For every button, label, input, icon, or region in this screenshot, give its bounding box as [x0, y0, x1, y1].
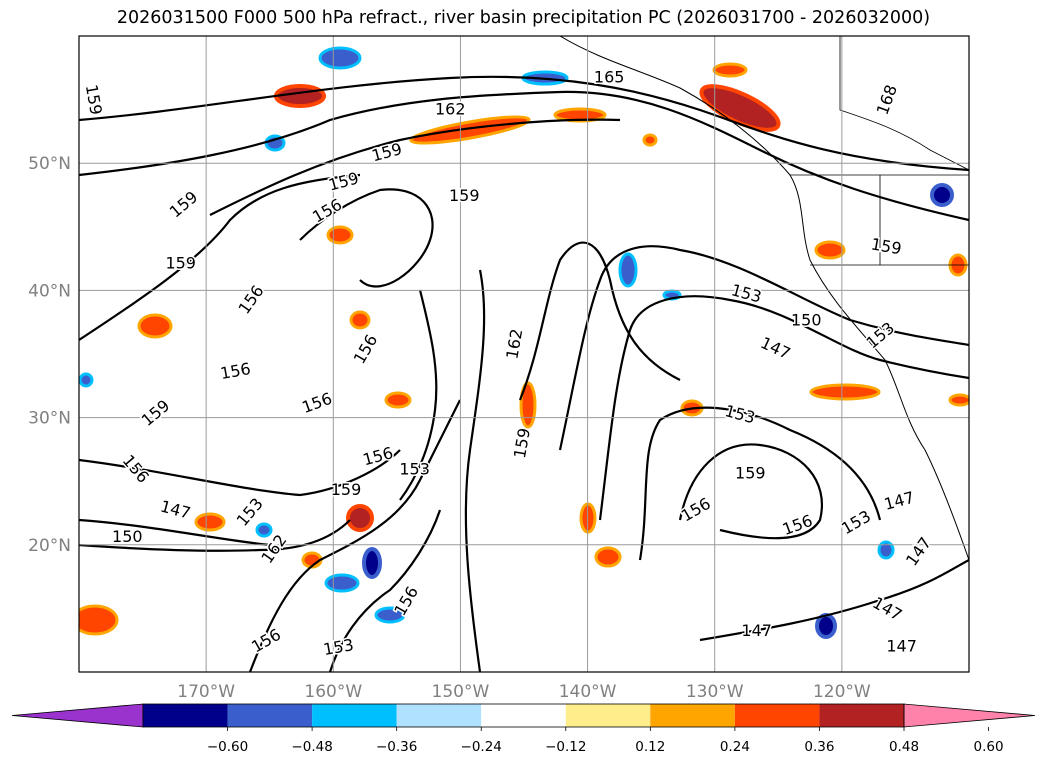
colorbar-tick-label: −0.24: [461, 739, 502, 755]
coastline: [559, 36, 969, 561]
colorbar-segment: [819, 704, 904, 727]
contour-label: 156: [248, 625, 284, 657]
contour-label: 156: [119, 451, 153, 487]
contour-label: 147: [741, 621, 772, 640]
colorbar-tick-label: 0.24: [720, 739, 750, 755]
colorbar-over-arrow: [903, 703, 1036, 728]
colorbar-tick-label: −0.48: [291, 739, 332, 755]
contour-label: 162: [435, 100, 466, 119]
contour-label: 159: [510, 426, 534, 459]
colorbar-segment: [481, 704, 566, 727]
contour-label: 159: [735, 463, 766, 482]
contour-label: 153: [322, 635, 355, 659]
precipitation-field: [79, 46, 969, 639]
colorbar-segment: [227, 704, 313, 727]
contour-label: 147: [882, 488, 916, 514]
contour-label: 162: [502, 327, 526, 360]
contour-label: 153: [729, 280, 763, 306]
contour-label: 168: [873, 82, 901, 117]
contour-label: 159: [326, 168, 360, 194]
colorbar-under-arrow: [11, 703, 144, 728]
colorbar-tick-label: −0.36: [376, 739, 417, 755]
contour-label: 156: [299, 389, 334, 417]
contour-label: 147: [886, 636, 917, 655]
contour-label: 156: [219, 359, 252, 383]
contour-label: 159: [138, 396, 174, 430]
lon-tick-label: 120°W: [813, 682, 871, 702]
contour-label: 159: [166, 187, 202, 221]
contour-label: 147: [758, 333, 794, 363]
colorbar-segment: [312, 704, 397, 727]
lon-tick-label: 150°W: [432, 682, 490, 702]
colorbar-tick-label: −0.60: [207, 739, 248, 755]
contour-label: 159: [370, 139, 404, 165]
contour-label: 153: [863, 318, 899, 352]
contour-label: 165: [594, 68, 625, 87]
contour-label: 156: [350, 331, 382, 367]
lat-tick-label: 20°N: [28, 536, 71, 556]
colorbar-segment: [565, 704, 651, 727]
contour-label: 147: [902, 533, 935, 569]
lat-tick-label: 40°N: [28, 281, 71, 301]
contour-label: 159: [870, 234, 903, 258]
contour-label: 153: [838, 506, 874, 538]
lat-tick-label: 50°N: [28, 154, 71, 174]
colorbar-tick-label: 0.48: [889, 739, 919, 755]
contour-label: 153: [723, 401, 757, 427]
colorbar-tick-label: 0.12: [635, 739, 665, 755]
colorbar-tick-label: −0.12: [545, 739, 586, 755]
contour-label: 159: [449, 186, 480, 205]
contour-label: 150: [791, 311, 822, 330]
colorbar-segment: [143, 704, 228, 727]
contour-label: 150: [112, 527, 143, 546]
longitude-labels: 170°W 160°W 150°W 140°W 130°W 120°W: [177, 682, 871, 702]
refractivity-contours: [79, 75, 969, 672]
colorbar-segment: [650, 704, 735, 727]
lon-tick-label: 140°W: [559, 682, 617, 702]
colorbar-segment: [734, 704, 820, 727]
contour-label: 156: [678, 494, 714, 526]
contour-label: 156: [361, 443, 395, 469]
colorbar-tick-label: 0.60: [974, 739, 1004, 755]
colorbar-segment: [396, 704, 482, 727]
lon-tick-label: 170°W: [177, 682, 235, 702]
contour-label: 153: [399, 459, 430, 478]
contour-label: 159: [82, 83, 106, 116]
contour-label: 159: [165, 253, 196, 272]
contour-label: 156: [235, 282, 268, 318]
lat-tick-label: 30°N: [28, 409, 71, 429]
colorbar-tick-label: 0.36: [804, 739, 834, 755]
lon-tick-label: 160°W: [304, 682, 362, 702]
latitude-labels: 20°N 30°N 40°N 50°N: [28, 154, 71, 556]
contour-label: 159: [331, 480, 362, 499]
colorbar: [11, 703, 1036, 728]
contour-label: 147: [158, 497, 192, 523]
map-title: 2026031500 F000 500 hPa refract., river …: [116, 8, 931, 28]
contour-label: 156: [309, 195, 345, 227]
map-frame: [78, 35, 970, 673]
contour-label: 147: [869, 593, 905, 625]
lon-tick-label: 130°W: [686, 682, 744, 702]
colorbar-outline: [142, 703, 905, 728]
colorbar-labels: −0.60 −0.48 −0.36 −0.24 −0.12 0.12 0.24 0.36 0.4…: [207, 727, 1004, 755]
map-gridlines: [79, 36, 969, 672]
contour-label: 156: [780, 511, 815, 539]
